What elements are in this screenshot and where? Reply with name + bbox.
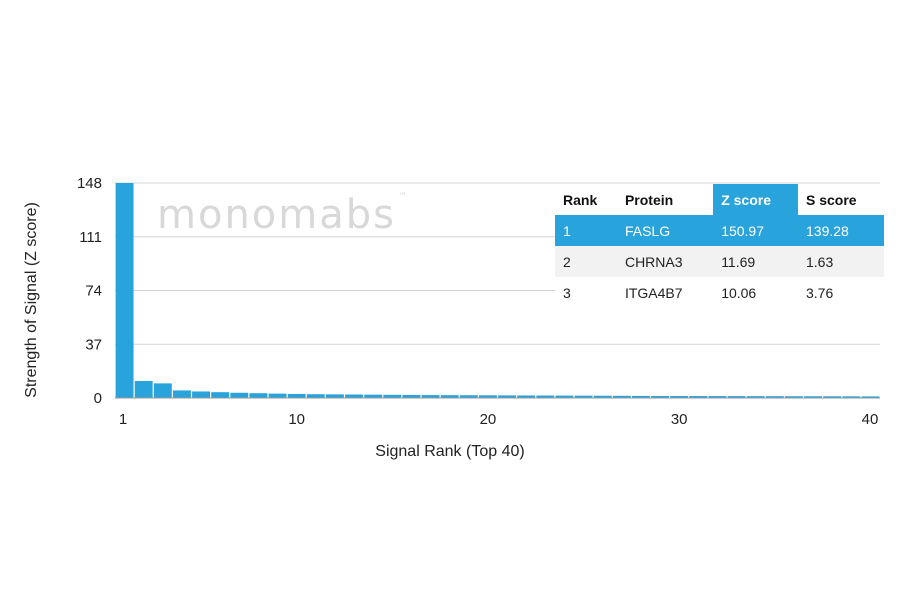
- bar: [631, 395, 650, 398]
- bar: [306, 394, 325, 398]
- bar: [192, 391, 211, 398]
- x-tick-label: 10: [288, 411, 305, 428]
- x-tick-label: 1: [119, 411, 127, 428]
- x-tick-labels: 1 10 20 30 40: [119, 411, 879, 428]
- bar: [536, 395, 555, 398]
- y-tick-label: 37: [85, 336, 102, 353]
- cell-protein: CHRNA3: [616, 246, 714, 277]
- bar: [727, 396, 746, 398]
- cell-protein: ITGA4B7: [616, 277, 714, 308]
- bar: [459, 395, 478, 398]
- bar: [574, 395, 593, 398]
- bar: [478, 395, 497, 398]
- bar: [115, 183, 134, 398]
- bar: [421, 395, 440, 398]
- results-table: Rank Protein Z score S score 1 FASLG 150…: [555, 184, 884, 308]
- bar: [517, 395, 536, 398]
- watermark-logo: monomabs ™: [157, 192, 409, 238]
- bar: [268, 393, 287, 398]
- y-tick-label: 148: [77, 175, 102, 192]
- bar: [612, 395, 631, 398]
- bar: [402, 394, 421, 398]
- bar: [689, 396, 708, 398]
- y-tick-label: 0: [94, 390, 102, 407]
- bar: [498, 395, 517, 398]
- bar: [842, 396, 861, 398]
- bars: [115, 183, 880, 398]
- bar: [287, 393, 306, 398]
- cell-z-score: 11.69: [713, 246, 798, 277]
- bar: [555, 395, 574, 398]
- x-axis-title: Signal Rank (Top 40): [375, 443, 524, 460]
- cell-rank: 3: [555, 277, 617, 308]
- bar: [364, 394, 383, 398]
- bar: [804, 396, 823, 398]
- bar: [708, 396, 727, 398]
- x-tick-label: 20: [480, 411, 497, 428]
- bar: [211, 392, 230, 398]
- header-s-score: S score: [798, 184, 884, 215]
- cell-s-score: 3.76: [798, 277, 884, 308]
- bar: [325, 394, 344, 398]
- cell-protein: FASLG: [616, 215, 714, 246]
- watermark-text: monomabs: [157, 192, 396, 238]
- header-protein: Protein: [616, 184, 714, 215]
- table-row: 1 FASLG 150.97 139.28: [555, 215, 884, 246]
- bar: [440, 395, 459, 398]
- cell-z-score: 150.97: [713, 215, 798, 246]
- header-z-score: Z score: [713, 184, 798, 215]
- y-tick-label: 74: [85, 283, 102, 300]
- bar: [746, 396, 765, 398]
- bar: [765, 396, 784, 398]
- bar: [345, 394, 364, 398]
- y-tick-labels: 0 37 74 111 148: [77, 175, 102, 407]
- y-axis-title: Strength of Signal (Z score): [23, 202, 40, 398]
- table-header-row: Rank Protein Z score S score: [555, 184, 884, 215]
- x-tick-label: 30: [671, 411, 688, 428]
- bar: [134, 381, 153, 398]
- bar: [823, 396, 842, 398]
- bar: [784, 396, 803, 398]
- bar: [153, 383, 172, 398]
- bar: [651, 395, 670, 398]
- bar: [383, 394, 402, 398]
- cell-rank: 2: [555, 246, 617, 277]
- y-tick-label: 111: [79, 229, 102, 246]
- cell-s-score: 1.63: [798, 246, 884, 277]
- bar: [861, 396, 880, 398]
- bar: [172, 390, 191, 398]
- watermark-trademark: ™: [397, 192, 409, 202]
- table-row: 2 CHRNA3 11.69 1.63: [555, 246, 884, 277]
- x-tick-label: 40: [862, 411, 879, 428]
- cell-rank: 1: [555, 215, 617, 246]
- bar: [593, 395, 612, 398]
- cell-s-score: 139.28: [798, 215, 884, 246]
- bar: [670, 395, 689, 398]
- bar: [249, 393, 268, 398]
- table-row: 3 ITGA4B7 10.06 3.76: [555, 277, 884, 308]
- header-rank: Rank: [555, 184, 617, 215]
- cell-z-score: 10.06: [713, 277, 798, 308]
- bar: [230, 392, 249, 398]
